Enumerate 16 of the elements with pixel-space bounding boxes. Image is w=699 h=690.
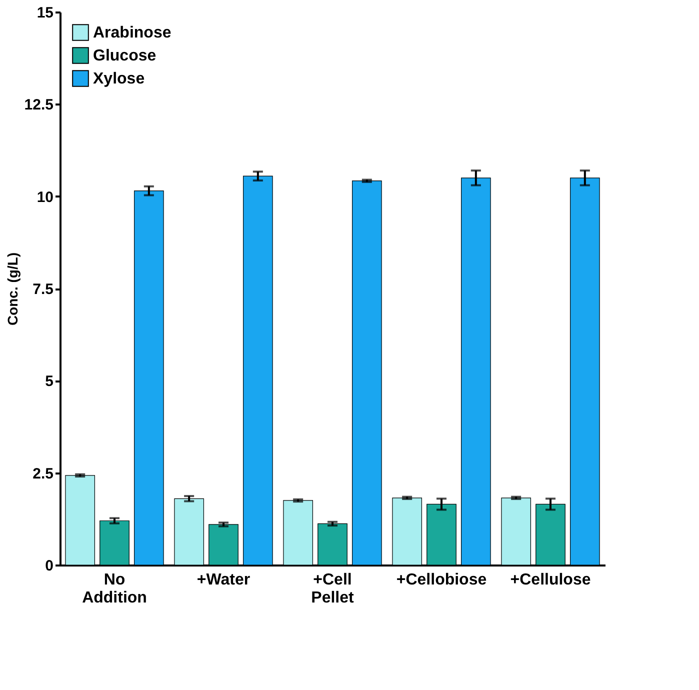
y-tick-label: 5	[45, 373, 54, 390]
y-tick-label: 2.5	[32, 465, 54, 482]
x-tick-label: +Cellobiose	[396, 572, 487, 588]
y-tick-label: 0	[45, 558, 54, 574]
y-tick-label: 7.5	[32, 281, 54, 298]
legend-label: Glucose	[93, 48, 156, 64]
y-tick-label: 10	[36, 188, 54, 206]
legend-label: Arabinose	[93, 24, 172, 42]
y-axis-title: Conc. (g/L)	[4, 252, 20, 326]
x-tick-label: +Cellulose	[510, 572, 591, 588]
x-tick-label: No Addition	[82, 572, 147, 606]
y-tick-label: 12.5	[24, 96, 54, 114]
x-tick-label: +Water	[196, 572, 250, 588]
legend-label: Xylose	[93, 70, 145, 88]
x-tick-label: +Cell Pellet	[311, 572, 355, 606]
y-tick-label: 15	[36, 4, 54, 22]
